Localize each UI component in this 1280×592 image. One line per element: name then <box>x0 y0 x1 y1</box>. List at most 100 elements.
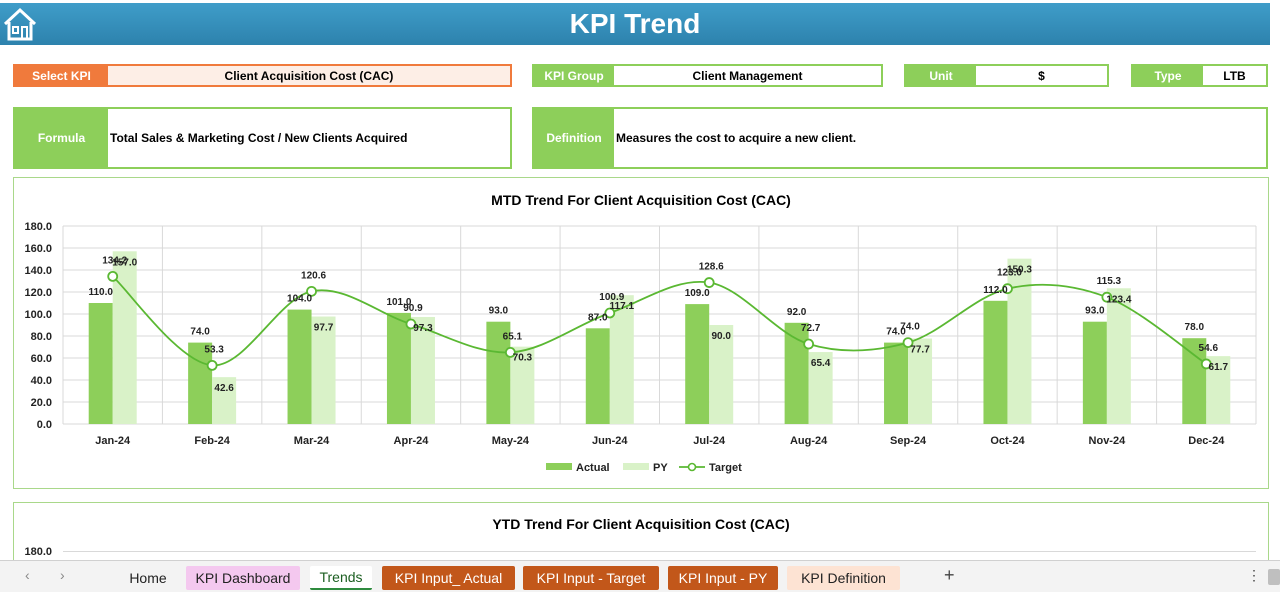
x-tick-label: Apr-24 <box>394 435 430 447</box>
actual-bar <box>88 303 113 424</box>
more-options-icon[interactable]: ⋮ <box>1247 567 1261 583</box>
tab-trends[interactable]: Trends <box>310 566 372 590</box>
horizontal-scrollbar[interactable] <box>1268 569 1280 585</box>
target-data-label: 120.6 <box>301 270 326 281</box>
py-bar <box>808 352 833 424</box>
y-tick-label: 60.0 <box>31 353 52 365</box>
x-tick-label: Jun-24 <box>592 435 628 447</box>
py-data-label: 123.4 <box>1106 294 1131 305</box>
title-bar: KPI Trend <box>0 3 1270 45</box>
page-title: KPI Trend <box>569 8 701 39</box>
kpi-group-field: KPI Group Client Management <box>532 64 883 87</box>
actual-bar <box>884 342 909 424</box>
actual-bar <box>685 304 710 424</box>
py-data-label: 150.3 <box>1007 265 1032 276</box>
legend-actual-swatch <box>546 463 572 470</box>
x-tick-label: Mar-24 <box>294 435 330 447</box>
tab-kpi-input-target[interactable]: KPI Input - Target <box>523 566 659 590</box>
type-field: Type LTB <box>1131 64 1268 87</box>
formula-field: Formula Total Sales & Marketing Cost / N… <box>13 107 512 169</box>
py-bar <box>1007 258 1032 424</box>
mtd-chart: 0.0 20.0 40.0 60.0 80.0 100.0 120.0 140.0 160.0 1… <box>24 221 1257 474</box>
legend-py-swatch <box>623 463 649 470</box>
formula-label: Formula <box>15 109 108 167</box>
actual-data-label: 93.0 <box>489 306 509 317</box>
tab-kpi-input-actual[interactable]: KPI Input_ Actual <box>382 566 515 590</box>
legend-py-label: PY <box>653 462 668 474</box>
py-bar <box>609 295 634 424</box>
type-label: Type <box>1133 66 1203 85</box>
target-data-label: 115.3 <box>1097 276 1122 287</box>
tab-kpi-input-py[interactable]: KPI Input - PY <box>668 566 778 590</box>
actual-data-label: 74.0 <box>190 327 210 338</box>
target-data-label: 123.0 <box>997 268 1022 279</box>
legend-target-marker <box>687 462 697 472</box>
actual-data-label: 101.0 <box>386 297 411 308</box>
y-tick-label: 180.0 <box>24 221 52 233</box>
py-data-label: 117.1 <box>610 301 635 312</box>
py-bar <box>709 325 734 424</box>
target-data-label: 128.6 <box>699 262 724 273</box>
target-point <box>504 346 516 358</box>
home-icon[interactable] <box>2 6 38 42</box>
prev-sheet-arrow[interactable]: ‹ <box>25 567 30 583</box>
x-tick-label: Jan-24 <box>95 435 131 447</box>
target-point <box>206 359 218 371</box>
actual-bar <box>983 300 1008 424</box>
target-point <box>703 277 715 288</box>
target-point <box>604 307 616 319</box>
tab-home[interactable]: Home <box>129 570 167 586</box>
kpi-group-value: Client Management <box>614 66 881 85</box>
legend-target-label: Target <box>709 462 742 474</box>
target-point <box>803 338 815 350</box>
y-tick-label: 40.0 <box>31 375 52 387</box>
tab-kpi-dashboard[interactable]: KPI Dashboard <box>186 566 300 590</box>
py-bar <box>410 316 435 424</box>
actual-bar <box>486 321 511 424</box>
target-data-label: 72.7 <box>801 323 821 334</box>
tab-kpi-definition[interactable]: KPI Definition <box>787 566 900 590</box>
x-tick-label: May-24 <box>492 435 530 447</box>
x-tick-label: Aug-24 <box>790 435 828 447</box>
add-sheet-button[interactable]: + <box>944 565 955 585</box>
sheet-tab-bar: ‹ › Home KPI Dashboard Trends KPI Input_… <box>0 560 1280 592</box>
target-point <box>306 285 317 297</box>
definition-field: Definition Measures the cost to acquire … <box>532 107 1268 169</box>
py-data-label: 97.7 <box>314 323 334 334</box>
actual-data-label: 93.0 <box>1085 306 1105 317</box>
formula-value: Total Sales & Marketing Cost / New Clien… <box>108 109 510 167</box>
actual-data-label: 109.0 <box>685 288 710 299</box>
target-point <box>1200 358 1212 370</box>
unit-field: Unit $ <box>904 64 1109 87</box>
target-data-label: 134.2 <box>102 255 127 266</box>
definition-value: Measures the cost to acquire a new clien… <box>614 109 1266 167</box>
actual-data-label: 78.0 <box>1185 322 1205 333</box>
select-kpi-field: Select KPI Client Acquisition Cost (CAC) <box>13 64 512 87</box>
ytd-chart: 180.0 <box>24 546 1256 558</box>
target-data-label: 74.0 <box>900 322 920 333</box>
y-tick-label: 100.0 <box>24 309 52 321</box>
y-tick-label: 120.0 <box>24 287 52 299</box>
py-data-label: 65.4 <box>811 358 831 369</box>
x-tick-label: Nov-24 <box>1089 435 1127 447</box>
target-data-label: 54.6 <box>1199 343 1219 354</box>
y-tick-label: 20.0 <box>31 397 52 409</box>
unit-label: Unit <box>906 66 976 85</box>
mtd-chart-title: MTD Trend For Client Acquisition Cost (C… <box>491 192 791 208</box>
select-kpi-dropdown[interactable]: Client Acquisition Cost (CAC) <box>108 66 510 85</box>
target-point <box>405 318 417 330</box>
actual-bar <box>287 309 312 424</box>
actual-data-label: 92.0 <box>787 307 807 318</box>
y-tick-label: 160.0 <box>24 243 52 255</box>
target-data-label: 100.9 <box>599 292 624 303</box>
actual-data-label: 104.0 <box>287 294 312 305</box>
next-sheet-arrow[interactable]: › <box>60 567 65 583</box>
target-point <box>107 270 119 282</box>
py-bar <box>908 338 933 424</box>
actual-bar <box>585 328 610 424</box>
target-data-label: 90.9 <box>403 303 423 314</box>
py-data-label: 77.7 <box>910 345 930 356</box>
actual-bar <box>386 312 411 424</box>
target-point <box>1101 291 1113 303</box>
x-tick-label: Feb-24 <box>194 435 230 447</box>
